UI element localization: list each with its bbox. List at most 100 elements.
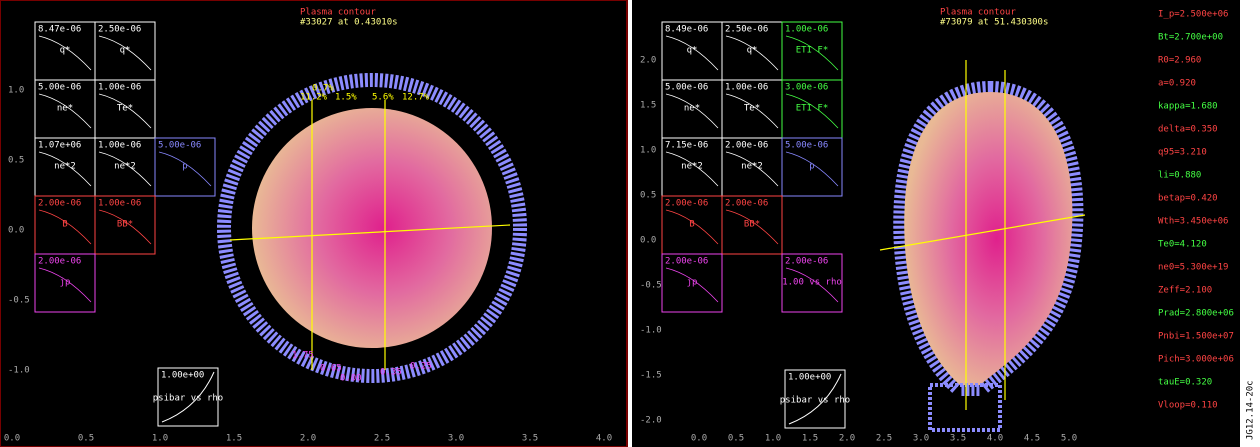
- box-label: psibar vs rho: [153, 394, 223, 404]
- x-tick-label: 0.0: [4, 434, 20, 444]
- sidebar-line: delta=0.350: [1158, 125, 1218, 135]
- y-tick-label: 0.0: [8, 226, 24, 236]
- box-value: 5.00e-06: [665, 83, 708, 93]
- profile-curve: [665, 267, 719, 303]
- x-tick-label: 1.0: [152, 434, 168, 444]
- annotation: 0.25: [410, 362, 432, 372]
- x-tick-label: 2.0: [839, 434, 855, 444]
- profile-curve: [38, 267, 92, 303]
- box-value: 1.07e+06: [38, 141, 81, 151]
- x-tick-label: 2.5: [876, 434, 892, 444]
- box-label: q*: [120, 46, 131, 56]
- sidebar-line: Wth=3.450e+06: [1158, 217, 1228, 227]
- y-tick-label: 1.5: [640, 101, 656, 111]
- box-value: 2.00e-06: [38, 199, 81, 209]
- sidebar-line: Pnbi=1.500e+07: [1158, 332, 1234, 342]
- box-label: BB*: [117, 220, 133, 230]
- box-value: 2.00e-06: [665, 257, 708, 267]
- box-label: jp: [687, 278, 698, 288]
- sidebar-line: Zeff=2.100: [1158, 286, 1212, 296]
- annotation: 11.2%: [300, 93, 328, 103]
- box-label: q*: [747, 46, 758, 56]
- profile-curve: [665, 151, 719, 187]
- box-value: 5.00e-06: [38, 83, 81, 93]
- plasma: [904, 92, 1073, 385]
- y-tick-label: 2.0: [640, 56, 656, 66]
- divertor: [928, 383, 1002, 432]
- profile-curve: [98, 35, 152, 71]
- box-label: BB*: [744, 220, 760, 230]
- profile-curve: [38, 151, 92, 187]
- profile-curve: [725, 151, 779, 187]
- mesh-ring: [217, 73, 527, 383]
- x-tick-label: 3.5: [522, 434, 538, 444]
- profile-curve: [785, 267, 839, 303]
- sidebar-line: tauE=0.320: [1158, 378, 1212, 388]
- x-tick-label: 1.5: [226, 434, 242, 444]
- y-tick-label: 0.0: [640, 236, 656, 246]
- annotation: 0.7%: [312, 84, 334, 94]
- sidebar-line: Vloop=0.110: [1158, 401, 1218, 411]
- x-tick-label: 0.0: [691, 434, 707, 444]
- profile-curve: [788, 373, 842, 425]
- box-value: 2.50e-06: [725, 25, 768, 35]
- box-value: 1.00e-06: [98, 141, 141, 151]
- profile-box: [154, 137, 216, 197]
- y-tick-label: 0.5: [640, 191, 656, 201]
- profile-curve: [98, 151, 152, 187]
- profile-curve: [161, 371, 215, 423]
- sidebar-line: q95=3.210: [1158, 148, 1207, 158]
- box-value: 2.00e-06: [38, 257, 81, 267]
- subtitle: #33027 at 0.43010s: [300, 18, 398, 28]
- box-value: 8.47e-06: [38, 25, 81, 35]
- title: Plasma contour: [940, 8, 1016, 18]
- box-label: q*: [687, 46, 698, 56]
- profile-curve: [98, 209, 152, 245]
- profile-box: [781, 137, 843, 197]
- annotation: 1.5%: [335, 93, 357, 103]
- sidebar-line: a=0.920: [1158, 79, 1196, 89]
- box-label: q*: [60, 46, 71, 56]
- box-value: 2.00e-06: [725, 199, 768, 209]
- box-label: Te*: [744, 104, 760, 114]
- box-label: Te*: [117, 104, 133, 114]
- box-label: jp: [60, 278, 71, 288]
- box-value: 5.00e-06: [785, 141, 828, 151]
- y-tick-label: -1.0: [8, 366, 30, 376]
- profile-curve: [38, 35, 92, 71]
- annotation: 12.7%: [402, 93, 430, 103]
- profile-box: [661, 253, 723, 313]
- sidebar-line: Te0=4.120: [1158, 240, 1207, 250]
- x-tick-label: 1.5: [802, 434, 818, 444]
- profile-box: [784, 369, 846, 429]
- sidebar-line: kappa=1.680: [1158, 102, 1218, 112]
- sidebar-line: Prad=2.800e+06: [1158, 309, 1234, 319]
- sidebar-line: I_p=2.500e+06: [1158, 10, 1228, 20]
- box-value: 1.00e-06: [98, 199, 141, 209]
- x-tick-label: 5.0: [1061, 434, 1077, 444]
- box-label: ne*2: [114, 162, 136, 172]
- box-label: ne*: [684, 104, 700, 114]
- box-label: psibar vs rho: [780, 396, 850, 406]
- box-label: p: [809, 162, 814, 172]
- box-label: ne*: [57, 104, 73, 114]
- y-tick-label: -0.5: [640, 281, 662, 291]
- y-tick-label: -0.5: [8, 296, 30, 306]
- profile-curve: [665, 209, 719, 245]
- box-label: ne*2: [741, 162, 763, 172]
- x-tick-label: 0.5: [728, 434, 744, 444]
- box-label: B: [62, 220, 67, 230]
- box-value: 1.00e-06: [98, 83, 141, 93]
- box-value: 7.15e-06: [665, 141, 708, 151]
- box-label: 1.00 vs rho: [782, 278, 842, 288]
- sidebar-line: Pich=3.000e+06: [1158, 355, 1234, 365]
- x-tick-label: 3.0: [448, 434, 464, 444]
- x-tick-label: 1.0: [765, 434, 781, 444]
- box-value: 5.00e-06: [158, 141, 201, 151]
- profile-curve: [38, 209, 92, 245]
- x-tick-label: 4.5: [1024, 434, 1040, 444]
- profile-curve: [785, 151, 839, 187]
- profile-curve: [725, 209, 779, 245]
- y-tick-label: 0.5: [8, 156, 24, 166]
